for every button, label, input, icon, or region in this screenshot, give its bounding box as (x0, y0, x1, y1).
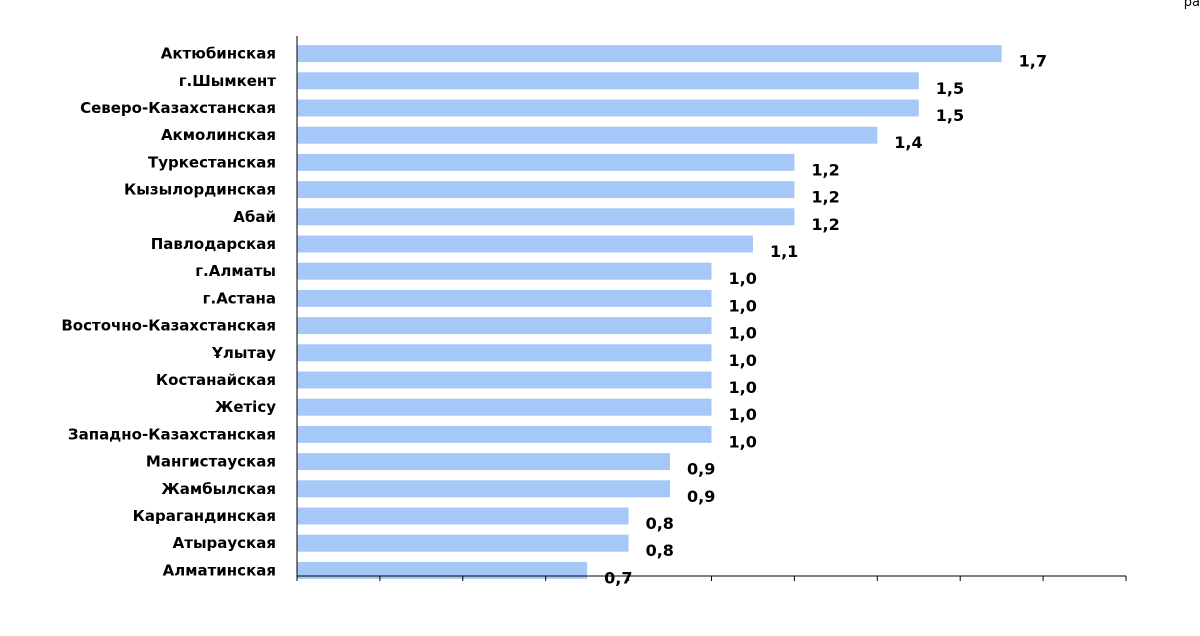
bar (297, 126, 878, 144)
data-label: 1,5 (936, 106, 964, 125)
category-label: Костанайская (156, 371, 276, 389)
data-label: 1,0 (729, 269, 757, 288)
bar (297, 507, 629, 525)
bar (297, 534, 629, 552)
category-label: Жетісу (215, 398, 276, 416)
category-label: Карагандинская (133, 507, 276, 525)
bar (297, 289, 712, 307)
category-label: г.Шымкент (179, 72, 277, 90)
category-label: Мангистауская (146, 453, 276, 471)
category-label: Западно-Казахстанская (68, 425, 276, 443)
category-label: Восточно-Казахстанская (61, 317, 276, 335)
bar (297, 398, 712, 416)
bars-layer (297, 45, 1002, 579)
bar (297, 45, 1002, 63)
data-label: 1,0 (729, 378, 757, 397)
data-label: 0,8 (646, 514, 674, 533)
data-label: 1,0 (729, 296, 757, 315)
data-label: 1,7 (1019, 52, 1047, 71)
bar (297, 480, 671, 498)
data-label: 1,2 (811, 188, 839, 207)
category-label: г.Алматы (195, 262, 276, 280)
bar (297, 425, 712, 443)
x-axis (296, 36, 1127, 581)
data-label: 1,0 (729, 432, 757, 451)
category-label: Акмолинская (161, 126, 276, 144)
category-label: Северо-Казахстанская (80, 99, 276, 117)
data-label: 1,4 (894, 133, 922, 152)
corner-text: ра (1184, 0, 1200, 10)
bar (297, 453, 671, 471)
bar (297, 181, 795, 199)
data-label: 1,0 (729, 324, 757, 343)
category-label: Туркестанская (148, 153, 276, 171)
category-label: Атырауская (173, 534, 276, 552)
data-label: 1,2 (811, 215, 839, 234)
data-label: 0,8 (646, 541, 674, 560)
bar (297, 72, 919, 90)
bar (297, 208, 795, 226)
data-label: 0,9 (687, 460, 715, 479)
category-labels: Актюбинская г.Шымкент Северо-Казахстанская… (61, 45, 276, 580)
bar (297, 344, 712, 362)
data-label: 1,1 (770, 242, 798, 261)
category-label: Павлодарская (151, 235, 276, 253)
data-label: 0,9 (687, 487, 715, 506)
bar (297, 371, 712, 389)
data-label: 1,0 (729, 351, 757, 370)
category-label: Кызылординская (124, 181, 276, 199)
data-label: 0,7 (604, 568, 632, 587)
bar (297, 99, 919, 117)
bar (297, 561, 588, 579)
category-label: Актюбинская (161, 45, 276, 63)
data-label: 1,0 (729, 405, 757, 424)
category-label: Алматинская (163, 561, 276, 579)
data-label: 1,5 (936, 79, 964, 98)
bar (297, 153, 795, 171)
bar (297, 262, 712, 280)
category-label: Ұлытау (211, 344, 276, 362)
bar (297, 317, 712, 335)
data-labels: 1,7 1,5 1,5 1,4 1,2 1,2 1,2 1,1 1,0 1,0 1,0 1,0 1,0 1… (604, 52, 1047, 588)
data-label: 1,2 (811, 160, 839, 179)
category-label: г.Астана (203, 289, 276, 307)
category-label: Абай (233, 208, 276, 226)
bar (297, 235, 753, 253)
category-label: Жамбылская (161, 480, 276, 498)
